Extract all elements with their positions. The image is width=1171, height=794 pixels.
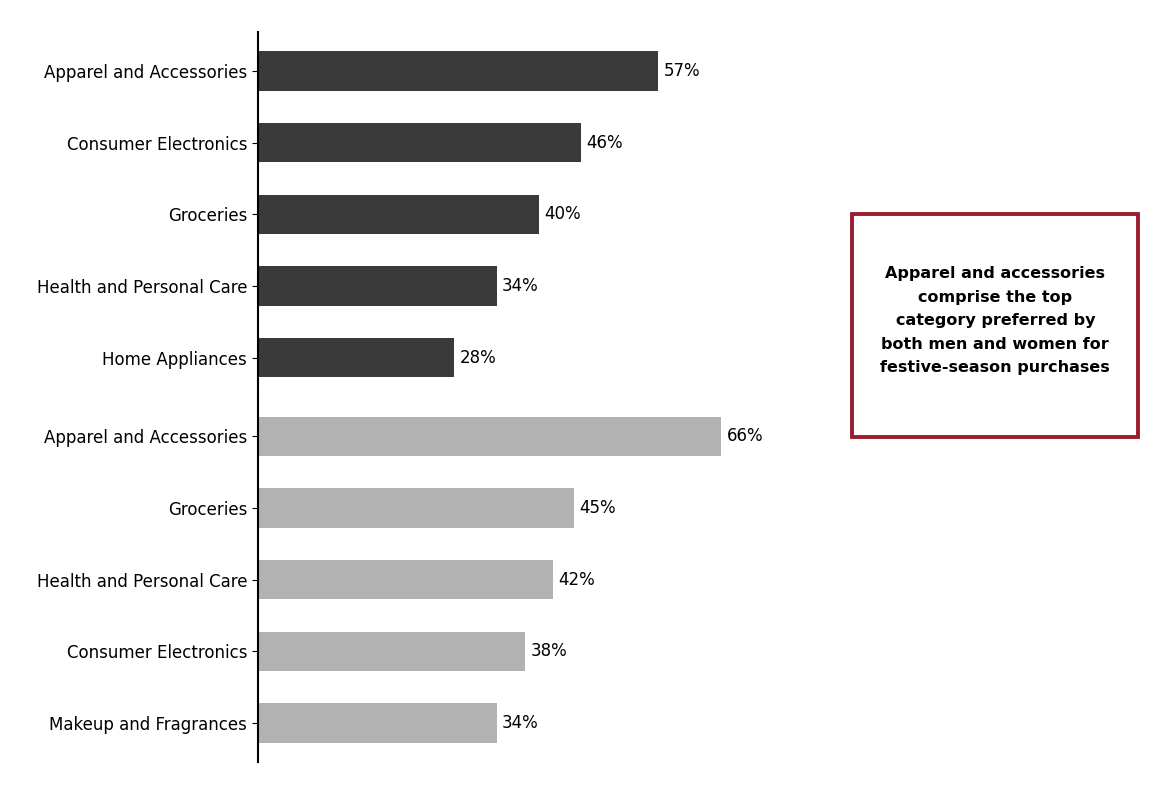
Bar: [258, 417, 721, 456]
Bar: [258, 266, 497, 306]
Legend: Men: Men: [367, 428, 441, 455]
Text: 40%: 40%: [545, 206, 581, 223]
Bar: [258, 195, 539, 234]
Text: 34%: 34%: [502, 277, 539, 295]
Bar: [258, 338, 454, 377]
Legend: Women: Women: [367, 793, 467, 794]
Text: 45%: 45%: [580, 499, 616, 517]
Bar: [258, 123, 581, 163]
Text: 28%: 28%: [460, 349, 497, 367]
Bar: [258, 560, 553, 599]
Text: 57%: 57%: [664, 62, 700, 80]
Bar: [258, 703, 497, 742]
Text: 42%: 42%: [559, 571, 595, 588]
Text: 66%: 66%: [727, 427, 763, 445]
Text: Apparel and accessories
comprise the top
category preferred by
both men and wome: Apparel and accessories comprise the top…: [881, 267, 1110, 375]
Text: 34%: 34%: [502, 714, 539, 732]
Text: 38%: 38%: [530, 642, 567, 661]
Bar: [258, 631, 525, 671]
Bar: [258, 488, 574, 528]
FancyBboxPatch shape: [852, 214, 1138, 437]
Text: 46%: 46%: [587, 133, 623, 152]
Bar: [258, 52, 658, 91]
